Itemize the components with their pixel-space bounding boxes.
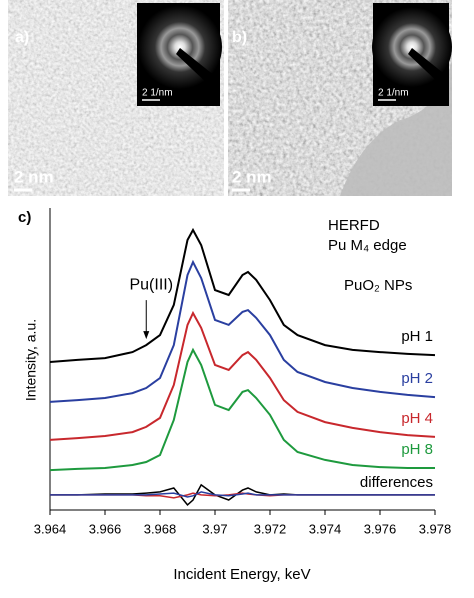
differences-label: differences: [360, 474, 433, 491]
annotation: HERFD: [328, 217, 380, 234]
inset-scale: 2 1/nm: [142, 88, 173, 99]
series-label: pH 4: [401, 410, 433, 427]
series-line: [49, 310, 436, 441]
x-tick-label: 3.974: [309, 521, 342, 536]
series-label: pH 8: [401, 441, 433, 458]
inset-scale: 2 1/nm: [378, 88, 409, 99]
scale-label: 2 nm: [14, 167, 54, 186]
panel-label: a): [15, 29, 29, 46]
arrow-head: [143, 331, 150, 340]
series-line: [49, 259, 436, 403]
annotation: Pu M₄ edge: [328, 237, 407, 254]
panel-label: c): [18, 209, 31, 226]
x-tick-label: 3.964: [34, 521, 67, 536]
x-tick-label: 3.968: [144, 521, 177, 536]
x-tick-label: 3.978: [419, 521, 452, 536]
x-tick-label: 3.966: [89, 521, 122, 536]
arrow-label: Pu(III): [129, 276, 173, 293]
x-tick-label: 3.972: [254, 521, 287, 536]
tem-image-a: a) 2 1/nm 2 nm: [8, 0, 224, 196]
panel-label: b): [232, 29, 247, 46]
series-label: pH 2: [401, 370, 433, 387]
annotation: PuO₂ NPs: [344, 277, 412, 294]
tem-image-b: b) 2 1/nm 2 nm: [228, 0, 452, 196]
scale-label: 2 nm: [232, 167, 272, 186]
x-tick-label: 3.97: [202, 521, 227, 536]
y-axis-label: Intensity, a.u.: [23, 319, 39, 401]
series-line: [49, 347, 435, 472]
difference-line: [50, 491, 435, 498]
series-label: pH 1: [401, 328, 433, 345]
chart: c) HERFD Pu M₄ edge PuO₂ NPs Incident En…: [18, 208, 451, 583]
series-line: [49, 227, 436, 363]
x-axis-label: Incident Energy, keV: [173, 566, 310, 583]
x-tick-label: 3.976: [364, 521, 397, 536]
